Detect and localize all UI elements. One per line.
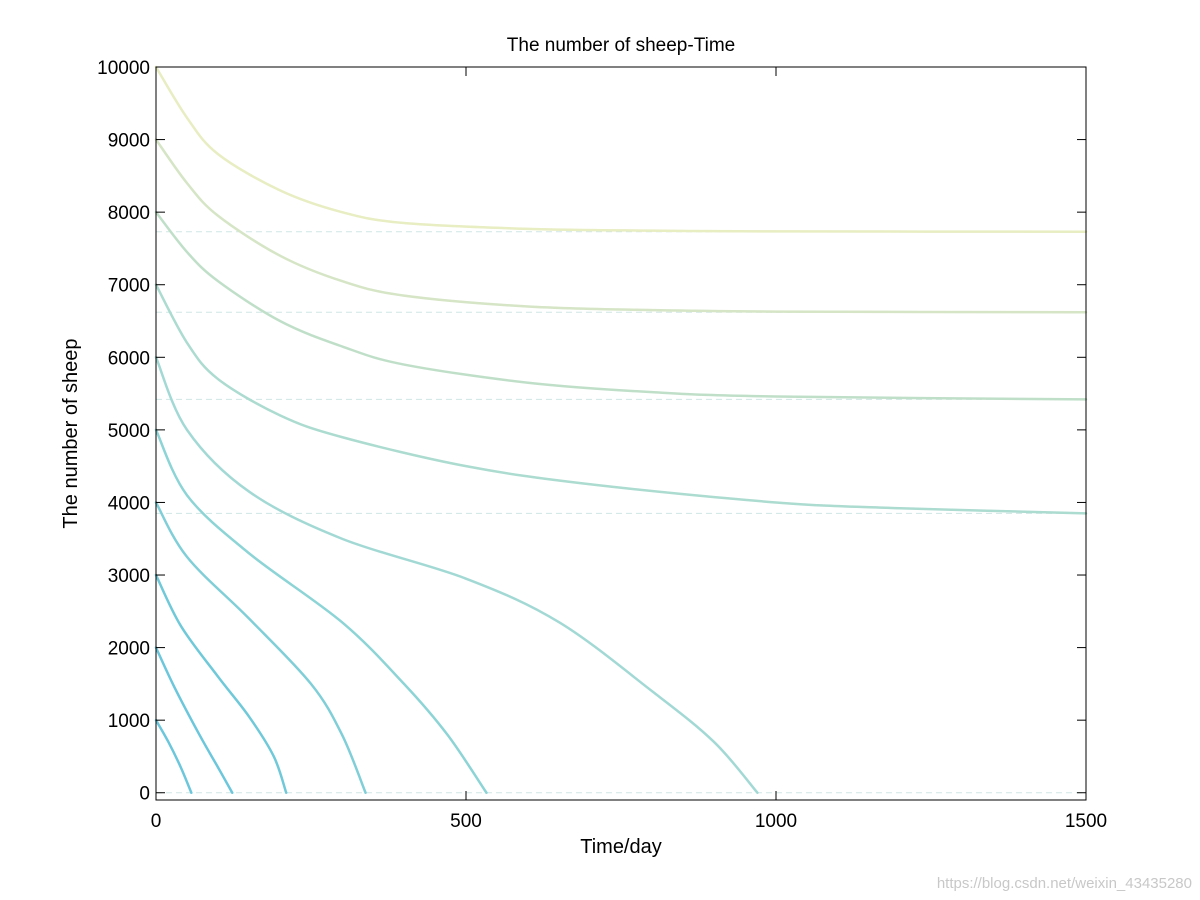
series-line-4 bbox=[154, 428, 488, 794]
y-tick-label-5000: 5000 bbox=[108, 421, 150, 442]
y-tick-label-6000: 6000 bbox=[108, 348, 150, 369]
y-tick-label-4000: 4000 bbox=[108, 493, 150, 514]
series-line-1 bbox=[154, 646, 234, 794]
y-tick-label-7000: 7000 bbox=[108, 276, 150, 297]
y-tick-label-0: 0 bbox=[139, 784, 150, 805]
y-tick-label-2000: 2000 bbox=[108, 639, 150, 660]
chart-title: The number of sheep-Time bbox=[507, 35, 735, 56]
series-line-2 bbox=[154, 573, 288, 794]
series-line-9 bbox=[154, 65, 1088, 233]
series-line-7 bbox=[154, 210, 1088, 401]
axis-tick-labels: 0 500 1000 1500 0 1000 2000 3000 4000 5000 6000 700… bbox=[97, 58, 1107, 832]
y-tick-label-10000: 10000 bbox=[97, 58, 150, 79]
series-line-8 bbox=[154, 138, 1088, 314]
series-line-6 bbox=[154, 283, 1088, 515]
x-tick-label-500: 500 bbox=[450, 811, 482, 832]
y-tick-label-1000: 1000 bbox=[108, 711, 150, 732]
plot-frame bbox=[155, 66, 1087, 801]
x-tick-label-1000: 1000 bbox=[755, 811, 797, 832]
x-tick-label-1500: 1500 bbox=[1065, 811, 1107, 832]
axis-ticks bbox=[155, 66, 1087, 800]
x-axis-label: Time/day bbox=[580, 836, 662, 858]
y-tick-label-8000: 8000 bbox=[108, 203, 150, 224]
x-tick-label-0: 0 bbox=[151, 811, 162, 832]
series-line-5 bbox=[154, 356, 759, 794]
series-line-3 bbox=[154, 501, 367, 794]
watermark: https://blog.csdn.net/weixin_43435280 bbox=[937, 875, 1192, 892]
y-axis-label: The number of sheep bbox=[60, 338, 82, 528]
plot-area bbox=[156, 67, 1086, 800]
y-tick-label-3000: 3000 bbox=[108, 566, 150, 587]
series-layer bbox=[154, 65, 1088, 794]
y-tick-label-9000: 9000 bbox=[108, 131, 150, 152]
series-line-0 bbox=[154, 718, 193, 794]
